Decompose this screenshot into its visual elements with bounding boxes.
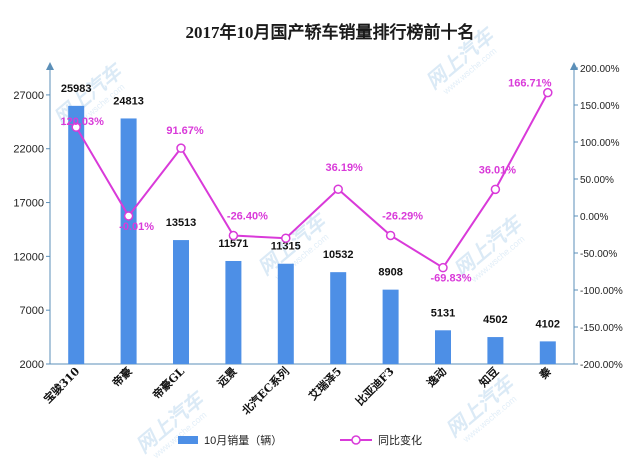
category-label: 秦 <box>536 364 555 383</box>
line-point <box>123 211 134 221</box>
bar-value-label: 8908 <box>378 267 402 279</box>
left-tick-label: 2000 <box>20 359 44 371</box>
category-label: 帝豪GL <box>150 364 188 402</box>
category-label: 艾瑞泽5 <box>306 364 345 403</box>
category-label: 帝豪 <box>109 364 134 389</box>
left-tick-label: 22000 <box>13 144 44 156</box>
bar <box>173 240 189 364</box>
line-point <box>385 230 396 241</box>
bar-value-labels: 25983 24813 13513 11571 11315 10532 8908 5131 45… <box>61 83 560 331</box>
right-tick-label: 150.00% <box>580 101 620 112</box>
left-tick-label: 12000 <box>13 251 44 263</box>
left-tick-label: 27000 <box>13 90 44 102</box>
legend-bar-label: 10月销量（辆） <box>204 433 282 447</box>
line-point <box>543 87 553 98</box>
bar-value-label: 13513 <box>166 217 197 229</box>
line-point <box>281 233 291 243</box>
category-label: 远景 <box>215 365 240 390</box>
right-tick-label: -100.00% <box>580 286 623 297</box>
bar <box>225 260 242 364</box>
legend-marker-icon <box>351 435 361 445</box>
bar-value-label: 11315 <box>271 241 301 253</box>
legend: 10月销量（辆） 同比变化 <box>178 433 422 447</box>
bar <box>68 105 85 364</box>
bar <box>435 330 451 364</box>
category-label: 北汽EC系列 <box>239 364 292 417</box>
legend-line-label: 同比变化 <box>378 433 422 447</box>
percent-label: -26.29% <box>382 210 423 222</box>
bar <box>382 289 399 364</box>
category-label: 宝骏310 <box>41 364 83 406</box>
bar-value-label: 24813 <box>113 95 144 107</box>
bar-value-label: 5131 <box>431 307 455 319</box>
bar-value-label: 4102 <box>536 318 560 330</box>
legend-bar-swatch <box>178 436 198 444</box>
right-tick-label: 0.00% <box>580 212 608 223</box>
line-path <box>75 92 549 270</box>
right-axis-ticks: -200.00% -150.00% -100.00% -50.00% 0.00% 50.0… <box>574 64 623 371</box>
line-point <box>333 184 343 194</box>
percent-label: 36.01% <box>479 164 517 176</box>
category-label: 比亚迪F3 <box>353 364 397 408</box>
left-axis-arrow-icon <box>46 62 54 70</box>
line-point <box>490 184 501 195</box>
right-tick-label: 100.00% <box>580 138 620 149</box>
right-tick-label: 200.00% <box>580 64 620 75</box>
right-axis-arrow-icon <box>570 62 578 70</box>
percent-label: -0.01% <box>119 221 154 233</box>
percent-label: 36.19% <box>326 162 364 174</box>
bar-value-label: 10532 <box>323 249 354 261</box>
percent-label: -69.83% <box>431 273 472 285</box>
category-label: 逸动 <box>424 364 449 389</box>
right-tick-label: -200.00% <box>580 360 623 371</box>
bar <box>539 341 556 364</box>
percent-label: 166.71% <box>508 78 552 90</box>
percent-label: 120.03% <box>60 116 104 128</box>
chart-title: 2017年10月国产轿车销量排行榜前十名 <box>186 22 475 42</box>
bar <box>330 272 347 364</box>
percent-label: 91.67% <box>166 125 204 137</box>
bar-value-label: 25983 <box>61 83 92 95</box>
left-tick-label: 17000 <box>13 198 44 210</box>
left-axis-ticks: 2000 7000 12000 17000 22000 27000 <box>13 90 50 371</box>
percent-labels: 120.03% -0.01% 91.67% -26.40% 36.19% -26.29% -… <box>60 78 551 285</box>
line-series <box>71 87 553 273</box>
bar <box>277 263 294 364</box>
line-point <box>176 143 186 153</box>
line-point <box>71 122 81 132</box>
right-tick-label: 50.00% <box>580 175 614 186</box>
line-point <box>438 262 448 273</box>
right-tick-label: -50.00% <box>580 249 617 260</box>
line-point <box>228 230 239 241</box>
bar-series <box>68 105 556 365</box>
bar-value-label: 11571 <box>218 238 248 250</box>
right-tick-label: -150.00% <box>580 323 623 334</box>
bar <box>120 118 137 365</box>
percent-label: -26.40% <box>227 211 268 223</box>
bar-value-label: 4502 <box>483 314 507 326</box>
bar <box>487 337 504 364</box>
left-tick-label: 7000 <box>20 305 44 317</box>
